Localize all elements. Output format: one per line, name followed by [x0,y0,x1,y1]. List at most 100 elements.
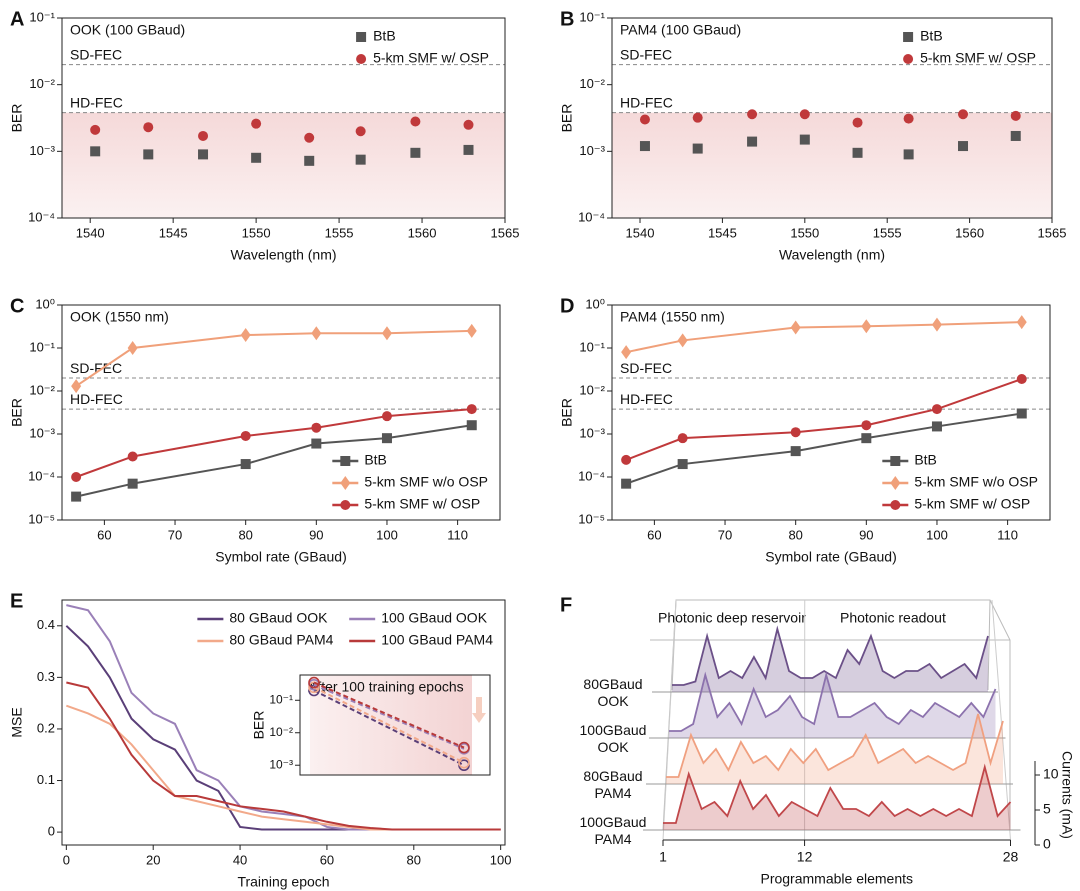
series-line [625,412,1022,485]
marker [458,756,470,769]
fec-region [612,112,1052,218]
y-tick-label: 10⁻⁴ [578,468,605,483]
threshold-label: HD-FEC [70,391,123,407]
marker [410,116,421,127]
y-tick-label: 10⁰ [35,296,55,311]
y-tick-label: 10⁻¹ [269,692,293,706]
series-line [669,671,997,732]
series-line [75,408,472,478]
row-label: 100GBaud OOK [579,722,647,755]
marker [958,141,969,152]
legend-label: 80 GBaud OOK [229,610,328,626]
series-line [663,763,1012,824]
marker [1010,130,1021,141]
x-tick-label: 60 [320,852,334,867]
x-axis-label: Wavelength (nm) [779,247,885,263]
y-axis-label: BER [559,398,575,427]
plot-frame [299,674,491,776]
panel-label: B [560,8,574,30]
y-tick-label: 10⁻¹ [579,339,605,354]
marker [790,427,801,438]
y-tick-label: 10⁻⁵ [28,511,55,526]
series-line [625,378,1023,461]
row-label: 100GBaud PAM4 [579,814,647,847]
marker [304,132,315,143]
area-fill [666,714,1003,784]
legend-swatch [903,32,914,42]
x-tick-label: 70 [168,527,182,542]
x-tick-label: 110 [447,527,468,542]
y-axis-label: BER [9,104,25,133]
marker [903,149,914,160]
x-tick-label: 100 [926,527,948,542]
series-line [666,713,1004,778]
marker [747,109,758,120]
threshold-label: HD-FEC [620,391,673,407]
marker [143,122,154,133]
x-tick-label: 1565 [1038,225,1067,240]
marker [251,152,262,163]
x-tick-label: 60 [97,527,111,542]
threshold-label: HD-FEC [70,94,123,110]
inset-arrow [472,697,486,723]
marker [466,420,477,431]
y-tick-label: 10⁰ [585,296,605,311]
y-tick-label: 10⁻² [269,725,293,739]
x-tick-label: 110 [997,527,1018,542]
threshold-label: SD-FEC [70,46,122,62]
y-tick-label: 0 [48,824,55,839]
legend-label: BtB [373,28,396,44]
marker [240,430,251,441]
marker [852,147,863,158]
marker [127,451,138,462]
marker [463,144,474,155]
y-tick-label: 10⁻² [579,382,605,397]
x-tick-label: 1550 [242,225,271,240]
series-line [313,686,465,764]
x-tick-label: 1 [659,849,667,865]
marker [381,411,392,422]
legend-label: BtB [920,28,943,44]
panel-label: D [560,295,574,317]
x-tick-label: 90 [859,527,873,542]
y-tick-label: 10⁻⁴ [28,468,55,483]
panel-label: A [10,8,24,30]
marker [381,326,392,341]
x-tick-label: 60 [647,527,661,542]
marker [621,454,632,465]
marker [1016,374,1027,385]
legend-swatch [340,456,351,466]
x-axis-label: Symbol rate (GBaud) [765,549,897,565]
series-line [313,689,465,767]
x-tick-label: 1560 [408,225,437,240]
legend-label: 5-km SMF w/ OSP [914,496,1030,512]
marker [308,676,320,689]
x-tick-label: 12 [797,849,813,865]
legend-label: BtB [364,452,387,468]
legend-label: 5-km SMF w/ OSP [373,50,489,66]
x-tick-label: 1540 [626,225,655,240]
marker [127,341,138,355]
legend-swatch [356,54,367,64]
legend-label: 100 GBaud OOK [381,610,488,626]
series-line [672,625,989,686]
legend-swatch [903,54,914,64]
x-tick-label: 1540 [76,225,105,240]
legend-swatch [356,32,367,42]
marker [1010,110,1021,121]
y-tick-label: 10⁻³ [579,425,605,440]
marker [308,681,320,694]
marker [861,319,872,334]
x-axis-label: Symbol rate (GBaud) [215,549,347,565]
x-tick-label: 20 [146,852,160,867]
panel-label: C [10,295,24,317]
annotation: Photonic readout [840,610,946,626]
marker [692,112,703,123]
panel-label: F [560,594,572,616]
marker [240,328,251,343]
plot-frame [61,17,506,219]
marker [639,141,650,152]
marker [639,114,650,125]
plot-frame [61,599,506,846]
plot-frame [611,304,1051,521]
